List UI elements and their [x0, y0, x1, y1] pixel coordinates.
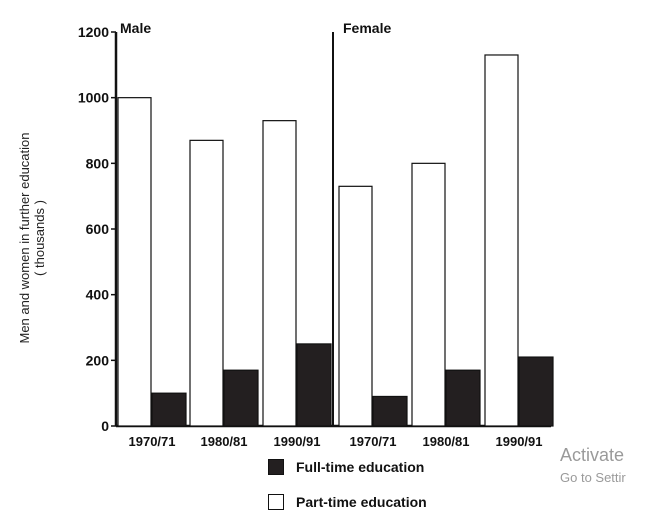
- legend-part-time: Part-time education: [268, 494, 427, 510]
- panel-title: Female: [343, 20, 391, 36]
- legend-part-time-label: Part-time education: [296, 494, 427, 510]
- activate-watermark-subtitle: Go to Settir: [560, 470, 626, 485]
- activate-watermark-title: Activate: [560, 445, 625, 465]
- legend-full-time: Full-time education: [268, 459, 424, 475]
- part-time-bar: [189, 139, 224, 427]
- legend-part-time-swatch: [268, 494, 284, 510]
- y-tick-label: 600: [86, 221, 110, 237]
- panel-title: Male: [120, 20, 151, 36]
- part-time-bar: [262, 120, 297, 427]
- x-tick-label: 1980/81: [201, 434, 248, 449]
- x-tick-label: 1970/71: [350, 434, 397, 449]
- y-axis-label-line1: Men and women in further education: [17, 132, 32, 344]
- full-time-bar: [151, 392, 187, 427]
- full-time-bar: [372, 395, 408, 427]
- y-tick-label: 0: [101, 418, 109, 434]
- part-time-bar: [484, 54, 519, 427]
- y-axis-label-line2: ( thousands ): [32, 200, 47, 276]
- y-tick-label: 800: [86, 155, 110, 171]
- y-tick-label: 1200: [78, 24, 109, 40]
- full-time-bar: [296, 343, 332, 427]
- y-tick-label: 1000: [78, 90, 109, 106]
- part-time-bar: [411, 162, 446, 427]
- y-tick-label: 200: [86, 352, 110, 368]
- y-tick-label: 400: [86, 287, 110, 303]
- chart-bars: [117, 54, 554, 427]
- chart-tick-labels: 0 200 400 600 800 1000 1200 Male 1970/71 1980/81 1…: [78, 20, 543, 449]
- full-time-bar: [223, 369, 259, 427]
- y-axis-label: Men and women in further education ( tho…: [17, 88, 47, 388]
- part-time-bar: [117, 97, 152, 427]
- full-time-bar: [518, 356, 554, 427]
- legend-full-time-label: Full-time education: [296, 459, 425, 475]
- legend-full-time-swatch: [268, 459, 284, 475]
- x-tick-label: 1990/91: [274, 434, 321, 449]
- part-time-bar: [338, 185, 373, 427]
- full-time-bar: [445, 369, 481, 427]
- x-tick-label: 1970/71: [129, 434, 176, 449]
- x-tick-label: 1980/81: [423, 434, 470, 449]
- x-tick-label: 1990/91: [496, 434, 543, 449]
